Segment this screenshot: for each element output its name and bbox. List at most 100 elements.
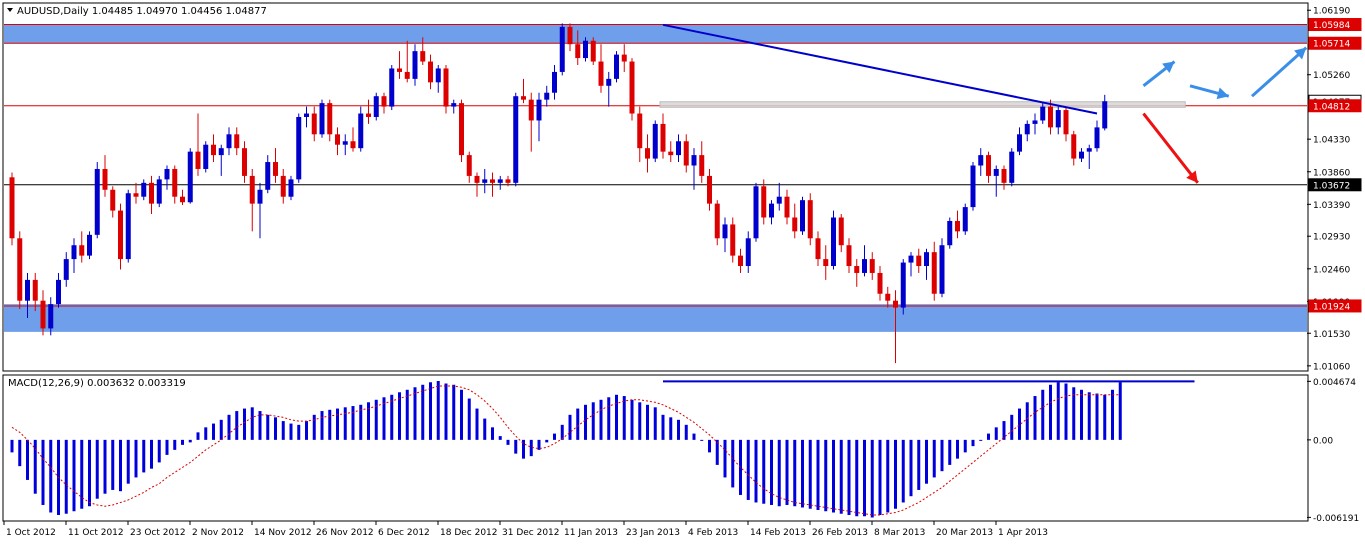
candle-body [474,175,480,183]
candle [172,165,178,204]
price-level-label-box [1308,99,1362,113]
macd-bar [196,432,200,440]
candle-body [459,103,464,156]
candle [87,231,92,260]
macd-bar [289,423,293,440]
candle [939,238,945,298]
candle [652,120,658,163]
candle-body [614,54,619,79]
candle-body [606,78,612,86]
macd-bar [1118,382,1122,440]
macd-bar [762,439,766,504]
candle-body [900,262,906,308]
candle [102,155,108,197]
candle [722,217,728,253]
macd-bar [26,439,29,480]
candle-body [490,179,495,183]
macd-bar [305,421,308,440]
candle-body [242,148,247,176]
candle-body [133,193,139,197]
candle-body [156,179,162,204]
macd-bar [72,439,76,512]
macd-bar [1056,382,1060,440]
macd-bar [150,439,153,469]
macd-bar [119,439,122,492]
chart-title: AUDUSD,Daily 1.04485 1.04970 1.04456 1.0… [17,6,267,17]
candle [288,175,294,201]
candle [955,210,960,239]
candle [56,272,61,308]
macd-bar [142,439,146,473]
candle-body [311,113,317,135]
macd-bar [584,404,587,440]
candle-body [1071,134,1077,159]
candle-body [738,255,743,267]
candle [265,155,271,194]
price-tick-label: 1.01060 [1313,362,1350,372]
candle [978,148,984,176]
candle [1048,99,1053,135]
forecast-arrow-head [1216,87,1229,100]
macd-bar [429,382,432,440]
candle [428,54,433,90]
macd-bar [770,439,773,505]
macd-bar [785,439,789,505]
candle-body [497,179,503,183]
price-level-label-text: 1.04812 [1313,102,1350,112]
candle-body [528,99,534,121]
candle [1032,113,1038,135]
candle-body [443,68,449,107]
candle [900,259,906,315]
candle-body [203,144,209,169]
macd-bar [1087,392,1091,440]
candle [203,141,209,173]
candle [25,272,30,319]
candle-body [792,217,798,232]
candle [668,141,674,163]
candle-body [428,61,433,83]
candle [234,127,240,156]
candle [590,37,596,65]
candle [79,231,85,263]
macd-bar [111,439,115,490]
macd-bar [979,439,983,441]
candle-body [730,224,736,256]
macd-bar [421,384,425,440]
macd-bar [405,389,409,440]
macd-bar [33,439,37,494]
candle-body [125,193,131,260]
candle [660,113,666,159]
candle [838,214,844,253]
candle-body [412,51,418,79]
forecast-arrow [1142,60,1176,87]
menu-triangle-icon[interactable] [7,8,13,12]
candle [862,245,867,277]
candle-body [234,134,240,149]
date-tick-label: 8 Mar 2013 [874,528,925,538]
macd-bar [700,439,704,441]
candle [924,248,929,280]
candle [916,248,922,273]
macd-bar [1041,389,1045,440]
macd-bar [95,439,99,499]
candle-body [265,162,271,190]
candle-body [552,71,557,93]
price-level-label: 1.04812 [1308,99,1362,113]
macd-bar [157,439,161,463]
candle [389,65,395,111]
date-tick-label: 6 Dec 2012 [378,528,430,538]
price-tick-label: 1.03860 [1313,168,1350,178]
trendline [662,23,1098,115]
macd-bar [801,439,804,508]
macd-bar [777,439,781,507]
macd-bar [684,424,688,440]
candle-body [962,207,968,232]
macd-bar [343,407,347,440]
candle [311,106,317,142]
macd-bar [715,439,719,465]
macd-bar [878,439,882,515]
candle-body [645,148,650,159]
candle [242,141,247,183]
price-level-label-text: 1.03672 [1313,181,1350,191]
